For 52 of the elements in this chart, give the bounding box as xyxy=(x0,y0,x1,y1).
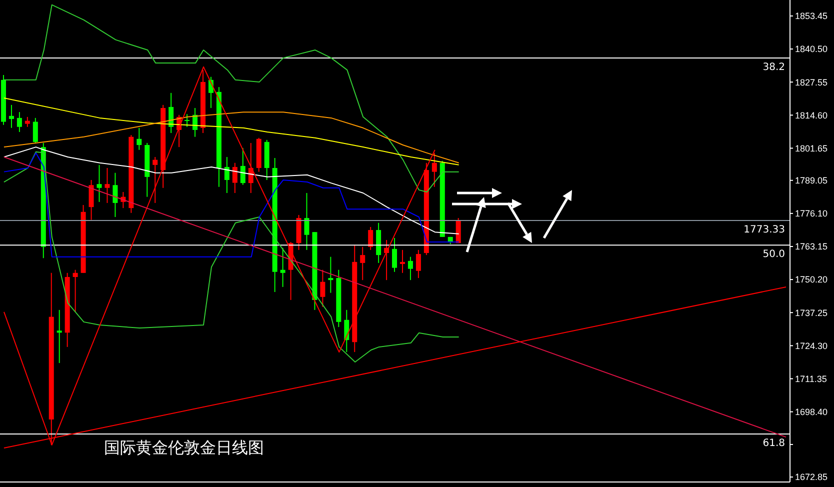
candlestick xyxy=(240,148,246,186)
annotation: 38.2 xyxy=(762,62,785,74)
candlestick xyxy=(168,92,174,134)
y-tick-label: 1814.60 xyxy=(795,110,828,120)
candlestick xyxy=(328,256,334,294)
candlestick xyxy=(56,309,62,364)
candlestick xyxy=(136,127,142,150)
y-tick-label: 1801.65 xyxy=(795,143,828,154)
candlestick xyxy=(72,269,78,312)
candlestick xyxy=(184,114,190,128)
candlestick xyxy=(416,249,421,279)
candlestick xyxy=(232,162,238,194)
candlestick xyxy=(304,192,310,250)
annotation: 61.8 xyxy=(762,438,785,450)
candlestick xyxy=(152,156,158,204)
y-tick-label: 1853.45 xyxy=(795,11,828,22)
y-tick-label: 1776.10 xyxy=(795,208,828,219)
candlestick xyxy=(400,249,405,274)
candlestick xyxy=(88,179,94,220)
y-tick-label: 1827.55 xyxy=(795,77,828,88)
candlestick xyxy=(360,246,366,281)
candlestick xyxy=(24,116,30,128)
candlestick xyxy=(96,164,102,202)
y-tick-label: 1724.30 xyxy=(795,340,828,351)
candlestick xyxy=(408,256,413,281)
y-tick-label: 1750.20 xyxy=(795,274,828,285)
candlestick xyxy=(112,172,118,218)
line-series xyxy=(3,151,460,363)
candlestick xyxy=(368,226,374,250)
candlestick xyxy=(224,156,230,194)
line-series xyxy=(3,152,460,258)
line-series xyxy=(3,112,460,164)
line-series xyxy=(3,4,460,192)
y-tick-label: 1711.35 xyxy=(795,374,827,384)
ref-line-label: 1773.33 xyxy=(744,224,785,236)
y-tick-label: 1737.25 xyxy=(795,308,828,318)
y-tick-label: 1789.05 xyxy=(795,176,828,186)
line-series xyxy=(3,98,460,166)
y-tick-label: 1763.15 xyxy=(795,242,828,252)
candlestick xyxy=(32,117,38,144)
candlestick xyxy=(392,237,398,272)
candlestick xyxy=(104,167,110,204)
candlestick xyxy=(280,247,286,288)
annotation: 50.0 xyxy=(762,249,785,260)
candlestick xyxy=(16,112,22,132)
candlestick xyxy=(8,104,14,128)
y-tick-label: 1840.50 xyxy=(795,44,828,54)
text: 国际黄金伦敦金日线图 xyxy=(100,438,268,459)
candlestick xyxy=(320,269,326,308)
y-tick-label: 1698.40 xyxy=(795,406,828,417)
candlestick xyxy=(344,309,350,353)
y-tick-label: 1672.85 xyxy=(795,472,828,482)
